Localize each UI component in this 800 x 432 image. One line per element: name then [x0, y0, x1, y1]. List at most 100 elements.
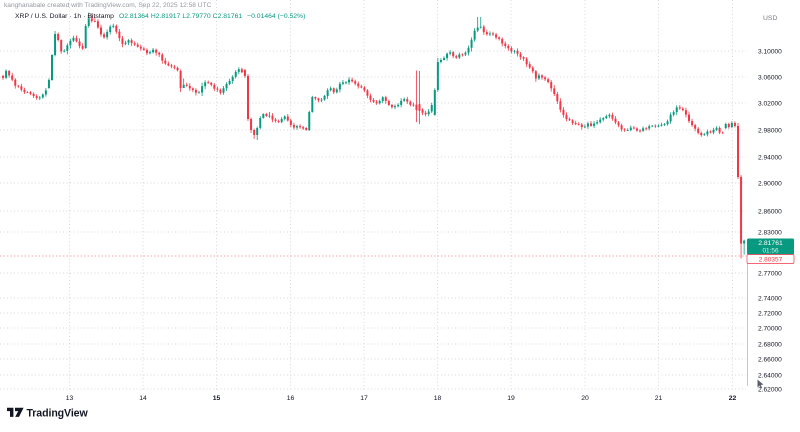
time-tick-label: 15 [213, 395, 221, 402]
candle-body [608, 114, 611, 117]
candle-body [302, 127, 305, 129]
candle-body [531, 67, 534, 72]
candle-body [424, 112, 427, 115]
candle-body [198, 92, 200, 94]
candle-body [161, 54, 164, 61]
candle-body [17, 85, 20, 87]
candle-body [583, 126, 586, 128]
candle-body [124, 42, 127, 44]
candle-body [559, 101, 562, 110]
candle-body [323, 95, 326, 100]
candle-body [250, 119, 253, 130]
price-axis-unit: USD [763, 15, 777, 22]
ohlc-low: L2.79770 [182, 13, 211, 20]
candle-body [657, 125, 660, 127]
candle-body [311, 97, 314, 112]
candle-body [296, 126, 298, 128]
candle-body [176, 67, 179, 71]
candle-body [240, 69, 243, 73]
candle-body [72, 37, 75, 41]
candle-body [194, 89, 197, 93]
candle-body [571, 120, 574, 124]
candle-body [348, 79, 351, 83]
price-tick-label: 2.86000 [758, 208, 782, 215]
candle-body [694, 125, 697, 129]
last-price-label-box[interactable] [747, 238, 794, 255]
candle-body [645, 128, 648, 130]
candle-body [167, 63, 170, 66]
price-tick-label: 2.77000 [758, 270, 782, 277]
candle-body [109, 26, 112, 33]
candle-body [488, 33, 491, 35]
candle-body [681, 108, 684, 111]
price-tick-label: 2.90000 [758, 180, 782, 187]
time-tick-label: 21 [655, 395, 663, 402]
candle-body [231, 76, 234, 82]
candle-body [580, 124, 583, 128]
candle-body [626, 130, 629, 131]
candle-body [553, 88, 556, 95]
candle-body [495, 34, 498, 38]
candle-body [5, 71, 8, 78]
candle-body [185, 84, 188, 86]
candle-body [439, 60, 442, 62]
candle-body [207, 82, 210, 84]
candle-body [577, 124, 580, 125]
candle-body [23, 89, 26, 93]
candle-body [127, 40, 130, 43]
candle-body [32, 93, 35, 97]
candle-body [274, 119, 277, 121]
candles-group [2, 12, 746, 259]
candle-body [642, 128, 645, 131]
tradingview-logo[interactable]: TradingView [7, 407, 89, 420]
alert-price-label-box[interactable] [746, 254, 795, 264]
candle-body [26, 92, 29, 93]
symbol-name[interactable]: XRP / U.S. Dollar [15, 13, 68, 20]
price-tick-label: 2.62000 [758, 386, 782, 393]
candle-body [550, 82, 553, 89]
candle-body [54, 34, 57, 55]
candle-body [191, 88, 194, 90]
candle-body [351, 79, 354, 82]
candle-body [375, 101, 378, 104]
symbol-legend[interactable]: XRP / U.S. Dollar · 1h · Bitstamp O2.81364 H2.… [15, 13, 305, 20]
price-tick-label: 2.98000 [758, 127, 782, 134]
candle-body [173, 66, 176, 68]
candle-body [280, 118, 283, 122]
candle-body [286, 116, 289, 121]
candle-body [403, 99, 406, 101]
candle-body [8, 71, 11, 76]
candle-body [81, 45, 84, 49]
exchange-label[interactable]: Bitstamp [87, 13, 114, 20]
legend-separator-icon: · [83, 13, 86, 20]
candle-body [155, 49, 158, 53]
candle-body [718, 127, 721, 133]
price-tick-label: 2.94000 [758, 154, 782, 161]
interval-label[interactable]: 1h [73, 13, 82, 20]
candle-body [614, 118, 617, 123]
candle-body [213, 84, 216, 89]
candle-body [329, 88, 332, 91]
candle-body [332, 88, 335, 93]
candle-body [712, 129, 715, 133]
candle-body [378, 101, 381, 104]
candle-body [605, 116, 608, 119]
candle-body [430, 104, 433, 112]
candle-body [360, 86, 363, 88]
candle-body [675, 107, 678, 113]
candle-body [96, 21, 99, 28]
candle-body [204, 82, 207, 87]
tradingview-logo-text: TradingView [27, 408, 89, 420]
candle-body [216, 88, 219, 90]
candle-body [461, 54, 464, 56]
price-tick-label: 2.66000 [758, 356, 782, 363]
candle-body [335, 89, 338, 93]
candle-body [394, 106, 396, 108]
candle-body [703, 134, 706, 136]
candle-body [632, 127, 635, 129]
candle-body [737, 126, 739, 177]
candle-body [458, 54, 461, 58]
candle-body [100, 27, 102, 35]
